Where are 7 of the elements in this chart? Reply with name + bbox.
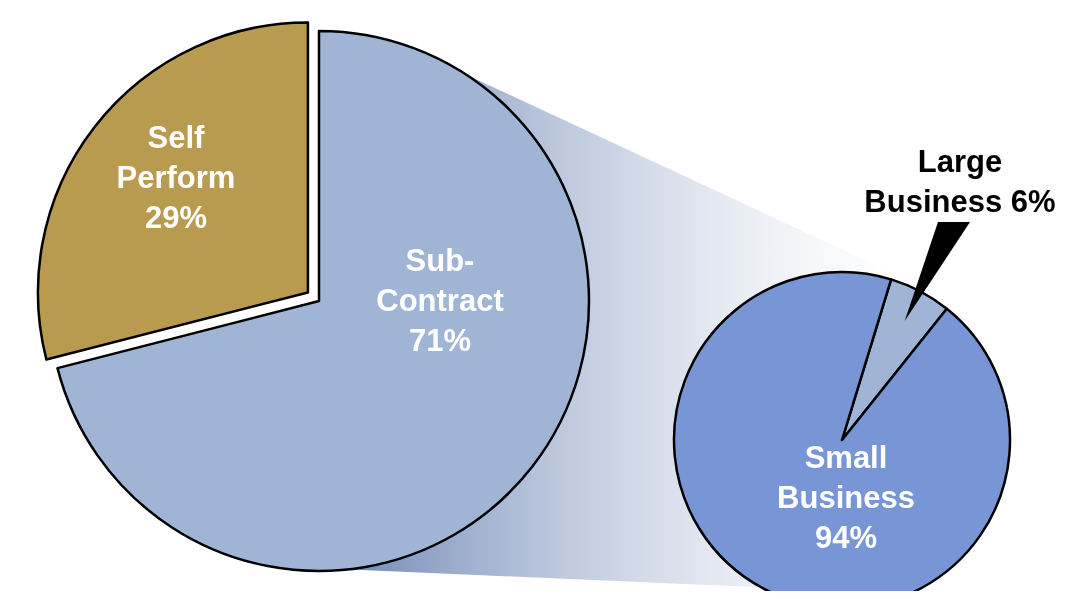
data-label: 71% (408, 323, 472, 358)
slice-label: Small Business (777, 440, 915, 515)
slice-label: Large Business 6% (864, 144, 1056, 219)
data-label: 94% (814, 520, 878, 555)
slice-label: Sub-Contract (376, 243, 504, 318)
data-label: 29% (144, 200, 208, 235)
slice-label: Self Perform (116, 120, 236, 195)
